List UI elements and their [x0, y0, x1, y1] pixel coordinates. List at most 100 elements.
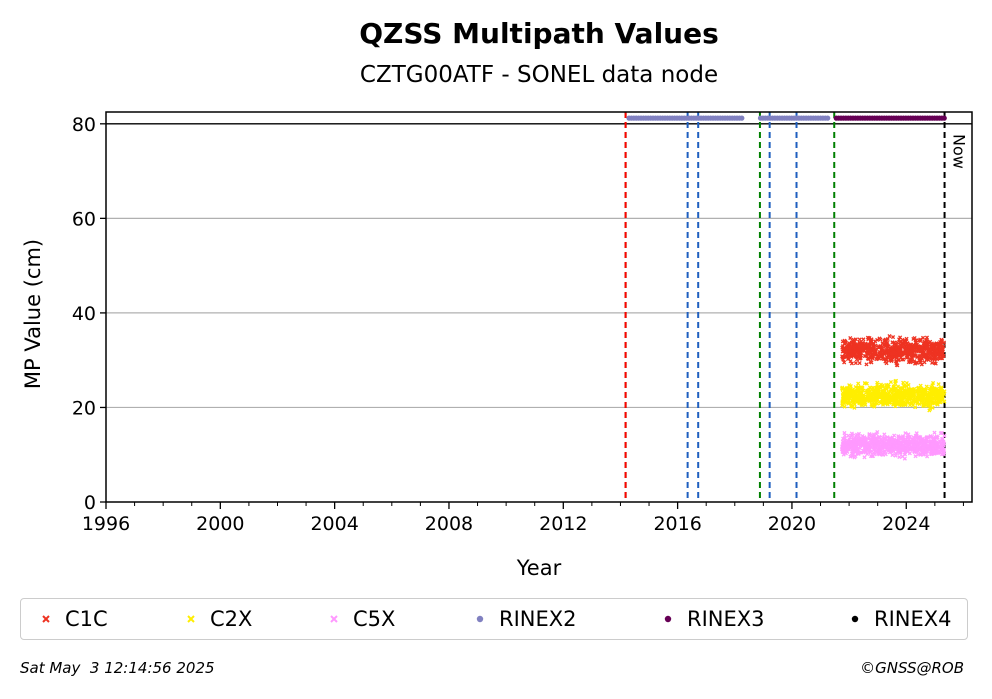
point-C5X [882, 437, 887, 442]
point-C5X [898, 444, 903, 450]
point-C2X [899, 398, 904, 403]
point-C2X [896, 393, 901, 398]
point-C1C [880, 341, 885, 346]
point-C1C [884, 345, 889, 350]
timestamp: Sat May 3 12:14:56 2025 [20, 659, 215, 677]
point-C1C [934, 348, 939, 353]
point-C1C [874, 357, 879, 362]
point-C1C [924, 335, 930, 340]
point-RINEX2 [739, 115, 745, 121]
point-C1C [906, 344, 912, 349]
point-C2X [922, 392, 927, 397]
point-C1C [893, 346, 899, 351]
point-C1C [842, 360, 847, 365]
point-C5X [905, 435, 910, 440]
point-C1C [899, 344, 904, 349]
point-C1C [865, 354, 870, 359]
point-C1C [911, 336, 916, 342]
point-C2X [869, 397, 874, 402]
point-C1C [871, 346, 876, 351]
point-C5X [942, 441, 947, 446]
point-C1C [857, 360, 862, 366]
legend-label: RINEX3 [687, 607, 765, 631]
y-tick-label-60: 60 [72, 208, 96, 230]
series-C2X [839, 378, 947, 413]
point-C1C [891, 342, 897, 347]
x-tick-label-2024: 2024 [882, 513, 930, 535]
point-C2X [852, 405, 857, 410]
x-marker-icon [184, 614, 198, 624]
y-tick-label-0: 0 [84, 492, 96, 514]
point-C1C [887, 333, 892, 339]
point-C2X [940, 396, 945, 401]
point-C2X [871, 389, 877, 395]
point-C2X [880, 400, 885, 405]
point-C2X [927, 391, 932, 396]
point-C5X [862, 455, 867, 460]
point-C2X [897, 401, 902, 406]
point-C2X [924, 399, 929, 404]
point-C1C [918, 337, 923, 342]
point-C2X [884, 399, 889, 404]
point-C1C [929, 344, 934, 349]
point-C5X [928, 438, 934, 443]
point-C5X [867, 435, 872, 440]
point-C2X [863, 396, 868, 401]
point-C5X [859, 436, 864, 441]
point-C5X [845, 449, 850, 454]
point-C1C [866, 357, 871, 362]
point-C1C [913, 340, 919, 345]
point-C1C [848, 335, 853, 341]
point-C2X [888, 387, 894, 392]
point-C5X [896, 434, 901, 439]
series-RINEX3 [833, 115, 947, 121]
point-C2X [898, 394, 904, 399]
point-C2X [857, 401, 862, 406]
point-C5X [860, 433, 865, 439]
point-C1C [932, 360, 937, 366]
point-C5X [925, 443, 931, 448]
x-axis-label: Year [516, 556, 562, 580]
point-C1C [922, 342, 927, 347]
point-C2X [907, 402, 913, 408]
point-C5X [883, 444, 888, 449]
point-C2X [856, 387, 861, 392]
point-C1C [866, 347, 871, 352]
point-C5X [840, 449, 846, 455]
point-C2X [896, 398, 901, 404]
point-C1C [848, 347, 853, 352]
x-marker-icon [327, 614, 341, 624]
point-C2X [848, 386, 853, 391]
point-C5X [927, 447, 932, 452]
point-C5X [932, 430, 937, 435]
point-C2X [880, 390, 885, 395]
point-C2X [911, 403, 916, 408]
point-C2X [888, 400, 893, 405]
point-C1C [917, 345, 922, 350]
point-C5X [899, 436, 904, 441]
point-C2X [845, 391, 850, 397]
point-C5X [933, 443, 938, 448]
point-C2X [864, 389, 870, 394]
legend-label: C1C [65, 607, 108, 631]
point-C5X [921, 441, 927, 446]
point-C5X [890, 435, 895, 440]
point-C1C [852, 349, 858, 354]
chart-subtitle: CZTG00ATF - SONEL data node [360, 62, 718, 88]
point-C1C [889, 358, 894, 364]
series-C1C [840, 333, 947, 368]
legend-item-rinex3: RINEX3 [661, 599, 765, 639]
point-C5X [880, 452, 886, 457]
credit: ©GNSS@ROB [860, 659, 964, 677]
point-C1C [920, 351, 925, 356]
point-C1C [902, 350, 907, 355]
point-C5X [872, 438, 877, 443]
point-C1C [881, 348, 886, 353]
point-C2X [886, 384, 891, 389]
point-C5X [914, 439, 919, 444]
point-C1C [840, 344, 845, 349]
point-C1C [841, 357, 846, 362]
point-C5X [891, 449, 896, 454]
point-C2X [852, 396, 857, 401]
